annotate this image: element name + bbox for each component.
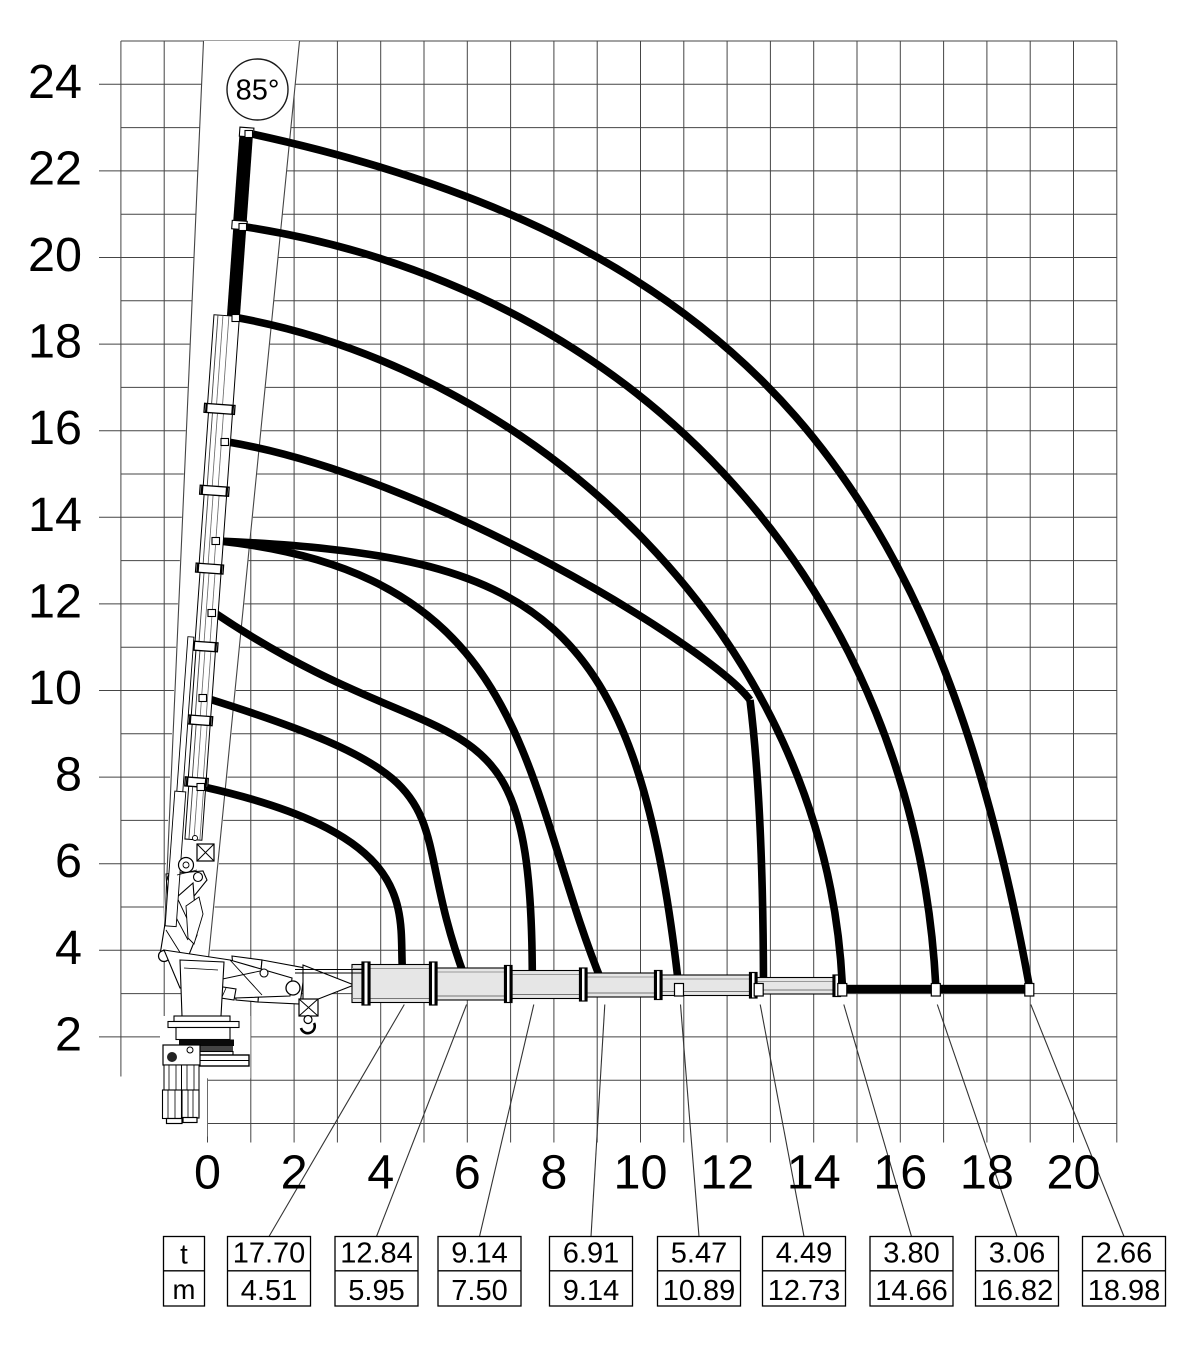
svg-text:3.06: 3.06	[989, 1238, 1045, 1270]
svg-text:m: m	[173, 1274, 196, 1305]
svg-text:16.82: 16.82	[981, 1275, 1054, 1307]
svg-text:20: 20	[28, 228, 82, 282]
svg-text:5.95: 5.95	[348, 1275, 404, 1307]
svg-text:4.51: 4.51	[241, 1275, 297, 1307]
svg-text:16: 16	[873, 1146, 927, 1200]
svg-text:6.91: 6.91	[563, 1238, 619, 1270]
svg-text:12: 12	[28, 574, 82, 628]
svg-text:t: t	[180, 1239, 188, 1270]
svg-text:22: 22	[28, 141, 82, 195]
svg-text:20: 20	[1047, 1146, 1101, 1200]
svg-text:4.49: 4.49	[776, 1238, 832, 1270]
svg-text:14: 14	[787, 1146, 841, 1200]
svg-text:4: 4	[367, 1146, 394, 1200]
svg-text:10: 10	[28, 661, 82, 715]
svg-text:6: 6	[55, 834, 82, 888]
svg-text:18.98: 18.98	[1088, 1275, 1161, 1307]
svg-text:18: 18	[960, 1146, 1014, 1200]
svg-text:2: 2	[281, 1146, 308, 1200]
svg-text:7.50: 7.50	[451, 1275, 507, 1307]
svg-text:4: 4	[55, 921, 82, 975]
svg-text:2: 2	[55, 1007, 82, 1061]
svg-text:6: 6	[454, 1146, 481, 1200]
svg-text:24: 24	[28, 55, 82, 109]
svg-text:8: 8	[55, 748, 82, 802]
svg-text:5.47: 5.47	[671, 1238, 727, 1270]
svg-text:0: 0	[194, 1146, 221, 1200]
svg-text:9.14: 9.14	[451, 1238, 507, 1270]
svg-text:12.73: 12.73	[768, 1275, 841, 1307]
svg-text:14.66: 14.66	[875, 1275, 948, 1307]
svg-text:16: 16	[28, 401, 82, 455]
svg-text:85°: 85°	[236, 75, 280, 107]
svg-text:18: 18	[28, 315, 82, 369]
svg-text:10.89: 10.89	[663, 1275, 736, 1307]
svg-text:3.80: 3.80	[883, 1238, 939, 1270]
svg-text:8: 8	[540, 1146, 567, 1200]
svg-text:9.14: 9.14	[563, 1275, 619, 1307]
svg-text:14: 14	[28, 488, 82, 542]
svg-text:12: 12	[700, 1146, 754, 1200]
svg-text:17.70: 17.70	[233, 1238, 306, 1270]
svg-text:2.66: 2.66	[1096, 1238, 1152, 1270]
svg-text:10: 10	[614, 1146, 668, 1200]
svg-text:12.84: 12.84	[340, 1238, 413, 1270]
